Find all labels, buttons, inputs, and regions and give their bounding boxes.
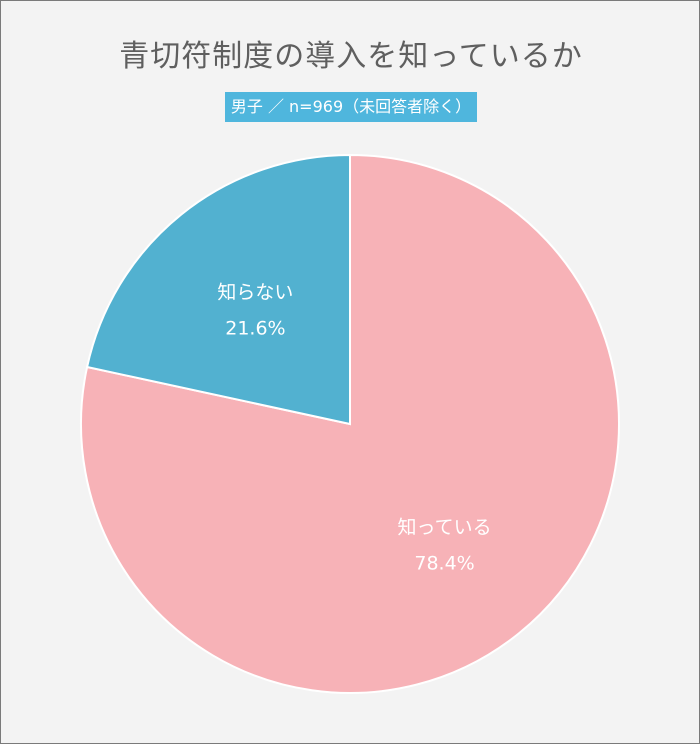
slice-label-0: 知っている — [398, 516, 492, 538]
pie-labels: 知っている 78.4% 知らない 21.6% — [217, 282, 491, 575]
pie-slices — [80, 153, 620, 694]
slice-value-0: 78.4% — [414, 552, 474, 574]
slice-value-1: 21.6% — [225, 318, 285, 340]
subtitle-wrap: 男子 ／ n=969（未回答者除く） — [1, 92, 700, 122]
sample-badge: 男子 ／ n=969（未回答者除く） — [224, 92, 478, 122]
slice-label-1: 知らない — [217, 282, 293, 304]
pie-slice-1 — [85, 153, 351, 426]
chart-title: 青切符制度の導入を知っているか — [119, 39, 583, 74]
